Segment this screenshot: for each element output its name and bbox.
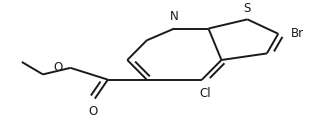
- Text: O: O: [53, 61, 62, 74]
- Text: Cl: Cl: [200, 87, 211, 100]
- Text: O: O: [89, 105, 98, 118]
- Text: S: S: [244, 2, 251, 15]
- Text: N: N: [170, 10, 179, 23]
- Text: Br: Br: [291, 27, 304, 40]
